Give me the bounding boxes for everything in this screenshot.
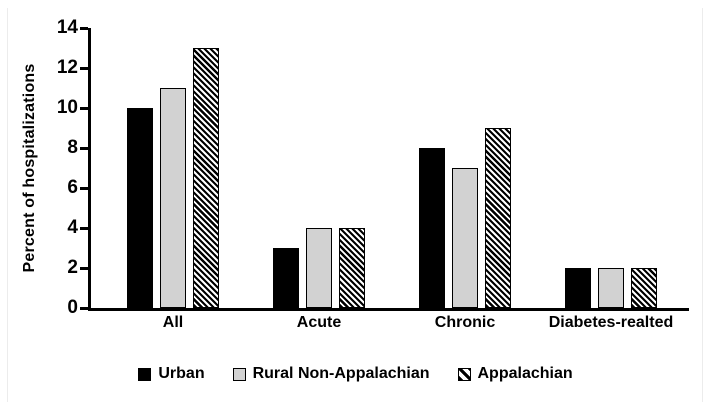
legend-swatch-appalachian — [457, 367, 471, 381]
bar-urban-acute — [273, 248, 299, 308]
bar-urban-all — [127, 108, 153, 308]
legend: Urban Rural Non-Appalachian Appalachian — [0, 362, 711, 386]
legend-item-appalachian: Appalachian — [457, 365, 573, 383]
y-tick-label-2: 2 — [67, 257, 78, 278]
legend-label-rural-non-appalachian: Rural Non-Appalachian — [252, 365, 430, 382]
bar-appalachian-acute — [339, 228, 365, 308]
card-right-border — [702, 8, 703, 402]
y-tick-mark-10 — [80, 106, 88, 110]
y-tick-mark-4 — [80, 226, 88, 230]
x-category-label-chronic: Chronic — [434, 314, 496, 331]
y-tick-mark-6 — [80, 186, 88, 190]
y-tick-label-10: 10 — [56, 97, 78, 118]
bar-rural-non-appalachian-acute — [306, 228, 332, 308]
legend-swatch-rural-non-appalachian — [232, 367, 246, 381]
bar-rural-non-appalachian-chronic — [452, 168, 478, 308]
x-category-label-all: All — [162, 314, 184, 331]
y-tick-label-0: 0 — [67, 297, 78, 318]
legend-item-urban: Urban — [138, 365, 205, 383]
bar-group-acute — [273, 228, 365, 308]
bar-rural-non-appalachian-diabetes-realted — [598, 268, 624, 308]
y-tick-label-6: 6 — [67, 177, 78, 198]
bar-group-all — [127, 48, 219, 308]
y-tick-label-8: 8 — [67, 137, 78, 158]
y-tick-label-12: 12 — [56, 57, 78, 78]
y-tick-mark-0 — [80, 306, 88, 310]
legend-item-rural-non-appalachian: Rural Non-Appalachian — [232, 365, 430, 383]
bar-urban-chronic — [419, 148, 445, 308]
bar-group-chronic — [419, 128, 511, 308]
bar-group-diabetes-realted — [565, 268, 657, 308]
bar-appalachian-all — [193, 48, 219, 308]
bar-rural-non-appalachian-all — [160, 88, 186, 308]
legend-label-appalachian: Appalachian — [477, 365, 573, 382]
card-left-border — [7, 8, 8, 402]
x-category-label-acute: Acute — [296, 314, 342, 331]
bar-appalachian-diabetes-realted — [631, 268, 657, 308]
legend-label-urban: Urban — [158, 365, 205, 382]
bar-appalachian-chronic — [485, 128, 511, 308]
bar-urban-diabetes-realted — [565, 268, 591, 308]
y-tick-mark-8 — [80, 146, 88, 150]
y-tick-label-14: 14 — [56, 17, 78, 38]
y-tick-label-4: 4 — [67, 217, 78, 238]
y-tick-mark-14 — [80, 26, 88, 30]
y-tick-mark-12 — [80, 66, 88, 70]
y-tick-mark-2 — [80, 266, 88, 270]
plot-area — [88, 28, 689, 311]
legend-swatch-urban — [138, 367, 152, 381]
x-category-label-diabetes-realted: Diabetes-realted — [548, 314, 674, 331]
